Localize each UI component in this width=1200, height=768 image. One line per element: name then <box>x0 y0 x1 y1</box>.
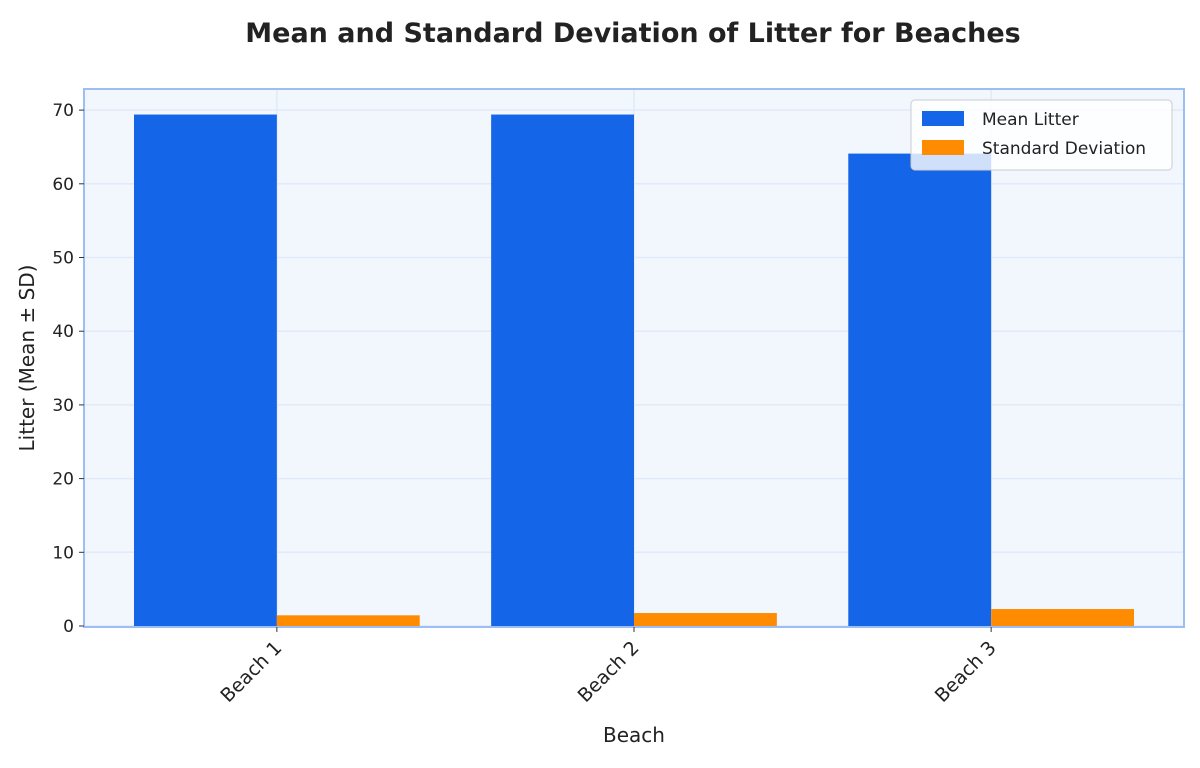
x-tick-label: Beach 3 <box>931 637 1001 707</box>
x-tick-label: Beach 2 <box>574 637 644 707</box>
y-axis-label: Litter (Mean ± SD) <box>15 265 39 452</box>
bar-mean-litter-1 <box>134 114 277 628</box>
legend-box <box>910 99 1173 171</box>
bar-mean-litter-2 <box>491 114 634 628</box>
legend-swatch <box>922 140 964 155</box>
y-tick-label: 50 <box>52 249 74 269</box>
bar-standard-deviation-3 <box>991 609 1134 627</box>
x-tick-label: Beach 1 <box>216 637 286 707</box>
y-tick-label: 70 <box>52 101 74 121</box>
y-tick-label: 40 <box>52 322 74 342</box>
y-tick-label: 30 <box>52 396 74 416</box>
legend-label: Standard Deviation <box>982 139 1146 159</box>
legend-label: Mean Litter <box>982 110 1079 130</box>
bar-mean-litter-3 <box>848 153 992 627</box>
x-axis-label: Beach <box>603 723 665 747</box>
legend: Mean Litter Standard Deviation <box>910 99 1173 171</box>
chart-title: Mean and Standard Deviation of Litter fo… <box>245 18 1020 49</box>
y-tick-label: 10 <box>52 543 74 563</box>
y-tick-label: 0 <box>63 617 74 637</box>
legend-swatch <box>922 111 964 126</box>
y-tick-label: 20 <box>52 470 74 490</box>
bar-standard-deviation-2 <box>634 613 777 627</box>
y-tick-label: 60 <box>52 175 74 195</box>
bar-standard-deviation-1 <box>276 615 420 627</box>
